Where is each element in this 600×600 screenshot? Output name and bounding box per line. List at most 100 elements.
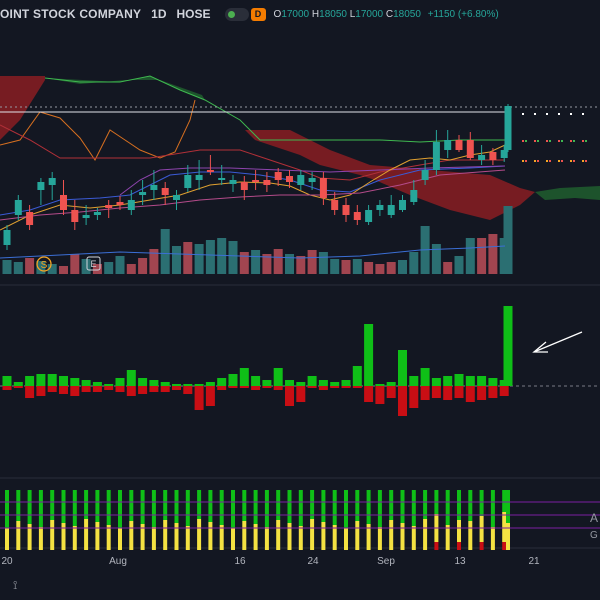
signal-bar-green (490, 490, 495, 527)
ma-line (0, 144, 506, 231)
signal-bar-green (185, 490, 190, 526)
symbol-title[interactable]: OINT STOCK COMPANY (0, 7, 142, 21)
histogram-bar (341, 380, 351, 386)
histogram-bar (81, 386, 91, 392)
histogram-bar (503, 306, 513, 386)
histogram-bar (296, 386, 306, 402)
projection-dot (525, 140, 527, 142)
candle-body (161, 188, 169, 195)
signal-bar-green (208, 490, 213, 522)
volume-bar (183, 242, 193, 274)
candle-body (444, 140, 452, 150)
signal-bar-green (140, 490, 145, 524)
histogram-bar (115, 386, 125, 392)
signal-bar-green (479, 490, 484, 516)
projection-dot (534, 113, 536, 115)
signal-bar-yellow (163, 520, 168, 550)
signal-bar-yellow (38, 527, 43, 550)
open-label: O (273, 8, 282, 20)
volume-bar (228, 241, 238, 274)
exchange-label: HOSE (176, 7, 211, 21)
signal-bar-yellow (506, 523, 510, 550)
histogram-bar (126, 370, 136, 386)
ruler-icon[interactable]: ⟟ (13, 578, 18, 592)
cloud-bull (535, 186, 600, 200)
histogram-bar (330, 382, 340, 386)
candle-body (26, 212, 34, 225)
volume-bar (217, 238, 227, 274)
histogram-bar (364, 324, 374, 386)
volume-bar (36, 261, 46, 274)
projection-dot (570, 160, 572, 162)
candle-body (240, 182, 248, 190)
candle-body (116, 202, 124, 205)
histogram-bar (477, 376, 487, 386)
signal-bar-yellow (457, 520, 461, 542)
volume-group (2, 206, 513, 274)
volume-bar (398, 260, 407, 274)
signal-bar-yellow (276, 520, 281, 550)
histogram-bar (352, 386, 362, 388)
histogram-bar (205, 386, 215, 406)
candle-body (319, 178, 327, 198)
signal-bar-yellow (151, 527, 156, 550)
histogram-bar (465, 376, 475, 386)
histogram-bar (104, 384, 114, 386)
histogram-bar (409, 376, 419, 386)
close-label: C (385, 8, 394, 20)
volume-bar (239, 252, 249, 274)
candle-body (489, 152, 497, 160)
signal-bar-yellow (140, 524, 145, 550)
histogram-bar (420, 368, 430, 386)
volume-bar (2, 260, 12, 274)
signal-bar-green (5, 490, 9, 528)
volume-bar (172, 246, 181, 274)
timeframe-label[interactable]: 1D (151, 7, 167, 21)
volume-bar (262, 254, 272, 274)
histogram-bar (454, 374, 464, 386)
signal-bar-green (264, 490, 269, 527)
signal-bar-yellow (332, 525, 337, 550)
signal-bar-green (366, 490, 371, 524)
candle-body (432, 142, 440, 170)
volume-bar (205, 240, 215, 274)
volume-bar (149, 249, 159, 274)
histogram-bar (285, 380, 294, 386)
data-badge[interactable]: D (250, 7, 266, 21)
histogram-bar (172, 384, 181, 386)
signal-bar-red (434, 542, 439, 550)
histogram-bar (398, 350, 407, 386)
histogram-bar (183, 386, 193, 394)
histogram-bar (228, 374, 238, 386)
histogram-bar (488, 378, 498, 386)
volume-bar (194, 244, 204, 274)
signal-bar-yellow (253, 524, 258, 550)
histogram-bar (375, 384, 385, 386)
projection-dot (582, 140, 584, 142)
lagging-line (0, 99, 196, 161)
candle-body (127, 200, 135, 210)
candle-body (331, 200, 339, 210)
histogram-bar (465, 386, 475, 402)
histogram-bar (352, 366, 362, 386)
histogram-bar (183, 384, 193, 386)
signal-bar-green (411, 490, 416, 526)
histogram-bar (36, 374, 46, 386)
histogram-bar (205, 382, 215, 386)
market-status-toggle[interactable] (224, 7, 249, 21)
histogram-bar (149, 380, 159, 386)
histogram-bar (25, 376, 35, 386)
signal-bar-yellow (423, 519, 428, 550)
projection-dot (546, 113, 548, 115)
candle-body (93, 212, 101, 215)
histogram-bar (126, 386, 136, 396)
candle-body (376, 205, 384, 210)
candle-body (14, 200, 22, 215)
projection-dot (537, 160, 539, 162)
signal-bar-yellow (287, 523, 292, 550)
signal-bar-green (506, 490, 510, 523)
histogram-bar (251, 386, 261, 390)
candle-body (286, 176, 293, 182)
